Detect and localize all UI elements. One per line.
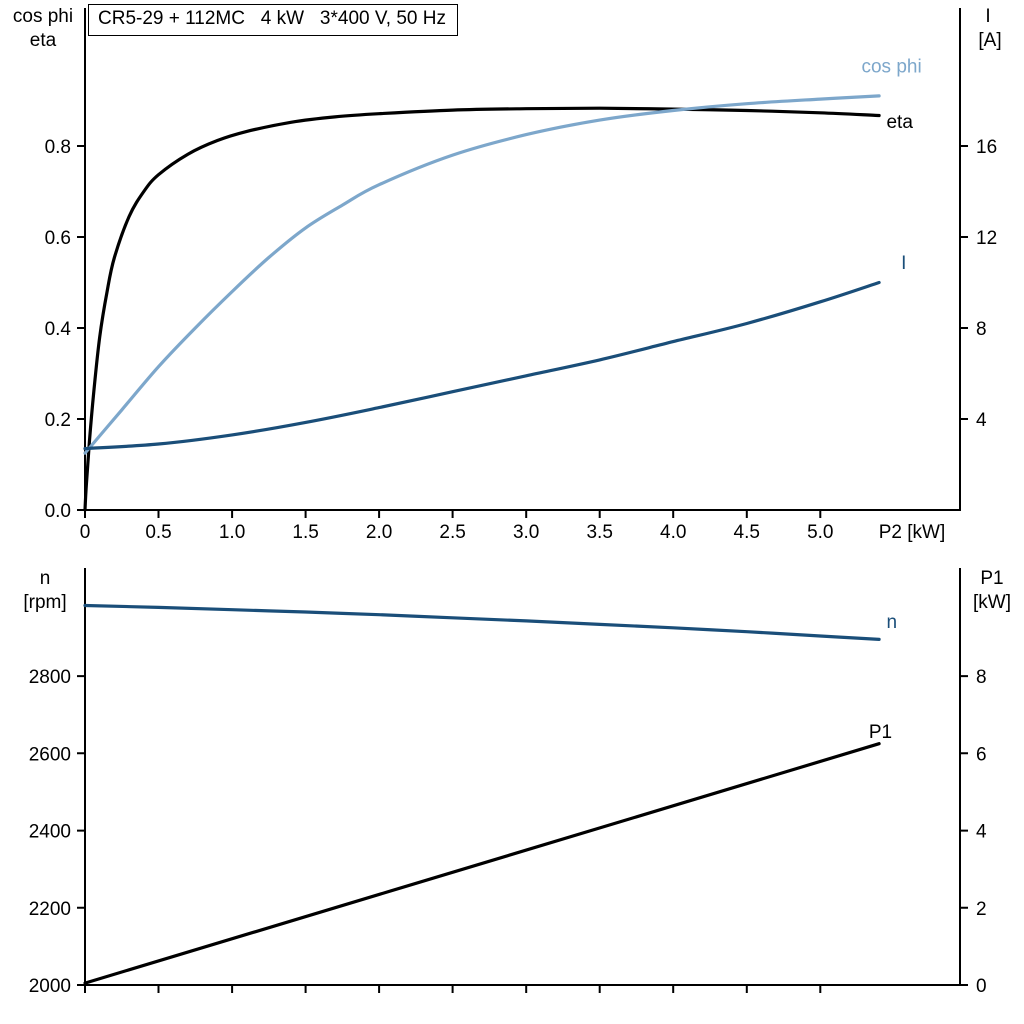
motor-electrical-chart: 0.0 0.2 0.4 0.6 0.8 4 8 12 16 0 0.5 1.0 1.5 2.0 2.5 3.0… (13, 6, 1002, 543)
left-axis-ticks (77, 145, 85, 511)
tick-label: 2.5 (439, 522, 465, 543)
left-axis-ticks (77, 675, 85, 986)
tick-label: 2200 (29, 899, 71, 920)
current-curve-label: I (901, 253, 906, 274)
tick-label: 0.4 (45, 319, 72, 340)
right-tick-labels: 0 2 4 6 8 (976, 667, 987, 997)
speed-power-chart: 2000 2200 2400 2600 2800 0 2 4 6 8 n [rpm] P1 [kW] n P1 (23, 568, 1011, 997)
tick-label: 4.5 (734, 522, 760, 543)
tick-label: 4 (976, 410, 987, 431)
tick-label: 0.6 (45, 228, 71, 249)
speed-curve (83, 603, 881, 641)
right-axis-ticks (960, 145, 968, 420)
tick-label: 8 (976, 667, 987, 688)
left-tick-labels: 2000 2200 2400 2600 2800 (29, 667, 71, 997)
tick-label: 0.2 (45, 410, 71, 431)
P1-curve-label: P1 (869, 722, 892, 743)
axis-frame (84, 8, 961, 511)
chart-title-box: CR5-29 + 112MC 4 kW 3*400 V, 50 Hz (88, 4, 458, 36)
tick-label: 2600 (29, 744, 71, 765)
tick-label: 5.0 (807, 522, 833, 543)
x-axis-ticks (84, 510, 822, 518)
tick-label: 8 (976, 319, 987, 340)
right-axis-title: [kW] (973, 592, 1011, 613)
tick-label: 0 (976, 976, 987, 997)
tick-label: 2800 (29, 667, 71, 688)
P1-curve (83, 742, 881, 985)
tick-label: 2400 (29, 822, 71, 843)
tick-label: 0.5 (145, 522, 171, 543)
tick-label: 2 (976, 899, 987, 920)
x-axis-ticks (84, 985, 822, 993)
tick-label: 2.0 (366, 522, 392, 543)
right-axis-title: [A] (978, 30, 1001, 51)
tick-label: 0 (80, 522, 91, 543)
right-axis-ticks (960, 675, 968, 986)
tick-label: 4.0 (660, 522, 686, 543)
axis-frame (84, 568, 961, 986)
left-tick-labels: 0.0 0.2 0.4 0.6 0.8 (45, 137, 72, 522)
tick-label: 3.5 (586, 522, 612, 543)
speed-curve-label: n (886, 612, 897, 633)
cos_phi-curve (83, 94, 881, 455)
right-axis-title: P1 (980, 568, 1003, 589)
tick-label: 3.0 (513, 522, 539, 543)
chart-title: CR5-29 + 112MC 4 kW 3*400 V, 50 Hz (98, 8, 446, 29)
left-axis-title: eta (30, 30, 57, 51)
tick-label: 12 (976, 228, 997, 249)
tick-label: 0.0 (45, 501, 71, 522)
x-axis-title: P2 [kW] (879, 522, 946, 543)
current-curve (83, 280, 881, 451)
eta-curve-label: eta (886, 112, 913, 133)
cos_phi-curve-label: cos phi (861, 56, 921, 77)
left-axis-title: cos phi (13, 6, 73, 27)
tick-label: 1.0 (219, 522, 245, 543)
tick-label: 0.8 (45, 137, 71, 158)
right-tick-labels: 4 8 12 16 (976, 137, 997, 431)
tick-label: 1.5 (292, 522, 318, 543)
tick-label: 16 (976, 137, 997, 158)
tick-label: 6 (976, 744, 987, 765)
eta-curve (83, 106, 881, 512)
right-axis-title: I (985, 6, 990, 27)
tick-label: 2000 (29, 976, 71, 997)
tick-label: 4 (976, 822, 987, 843)
x-tick-labels: 0 0.5 1.0 1.5 2.0 2.5 3.0 3.5 4.0 4.5 5.0 (80, 522, 834, 543)
left-axis-title: [rpm] (23, 592, 66, 613)
left-axis-title: n (40, 568, 51, 589)
